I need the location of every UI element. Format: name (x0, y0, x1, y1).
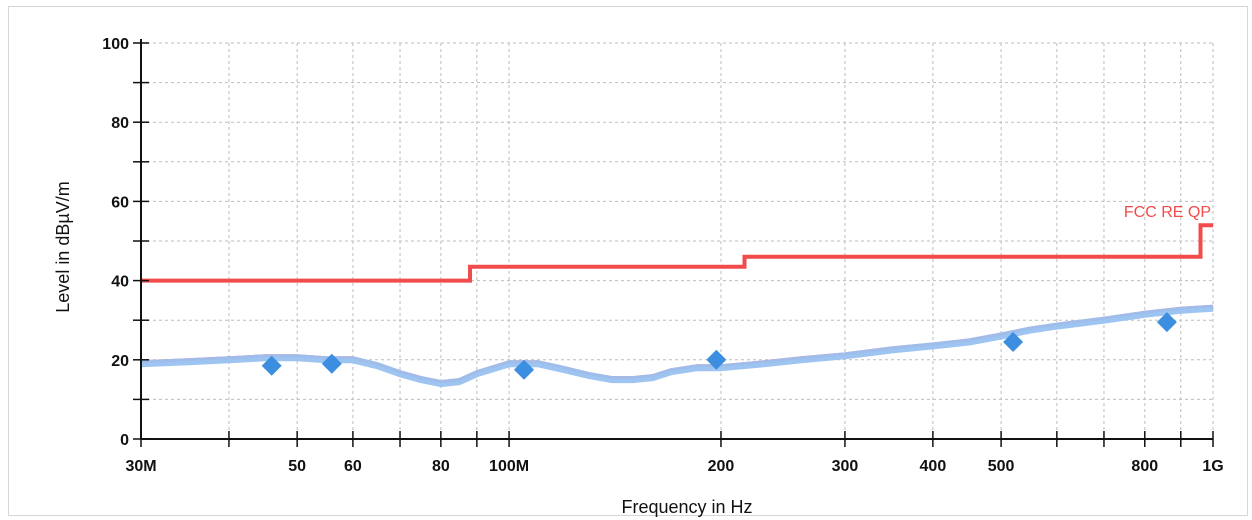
chart-frame: FCC RE QP 0 20 40 60 80 100 30M 50 60 80 100M 200 30… (8, 6, 1248, 517)
marker-point (1156, 312, 1177, 333)
x-tick-label: 400 (920, 458, 947, 475)
x-tick-label: 500 (988, 458, 1015, 475)
marker-point (513, 359, 534, 380)
axes: 0 20 40 60 80 100 30M 50 60 80 100M 200 300 400 500 800… (102, 36, 1223, 475)
marker-point (261, 355, 282, 376)
marker-point (706, 349, 727, 370)
x-tick-label: 100M (489, 458, 529, 475)
x-tick-label: 300 (832, 458, 859, 475)
y-tick-label: 60 (111, 194, 129, 211)
y-tick-label: 20 (111, 353, 129, 370)
limit-line-label: FCC RE QP (1124, 204, 1211, 221)
y-tick-label: 40 (111, 274, 129, 291)
y-tick-label: 0 (120, 432, 129, 449)
x-tick-label: 60 (344, 458, 362, 475)
y-tick-label: 80 (111, 115, 129, 132)
traces (140, 304, 1214, 388)
y-tick-label: 100 (102, 36, 129, 53)
limit-line (141, 223, 1213, 283)
grid (140, 42, 1214, 440)
x-tick-label: 50 (288, 458, 306, 475)
x-tick-label: 1G (1202, 458, 1223, 475)
x-axis-title: Frequency in Hz (621, 497, 752, 517)
x-tick-label: 80 (432, 458, 450, 475)
x-tick-label: 200 (708, 458, 735, 475)
emission-chart: FCC RE QP 0 20 40 60 80 100 30M 50 60 80 100M 200 30… (53, 36, 1224, 517)
x-tick-label: 800 (1131, 458, 1158, 475)
markers (261, 312, 1177, 380)
marker-point (1003, 331, 1024, 352)
average-trace-line (140, 304, 1214, 388)
y-axis-title: Level in dBµV/m (53, 181, 73, 312)
x-tick-label: 30M (125, 458, 156, 475)
marker-point (321, 353, 342, 374)
